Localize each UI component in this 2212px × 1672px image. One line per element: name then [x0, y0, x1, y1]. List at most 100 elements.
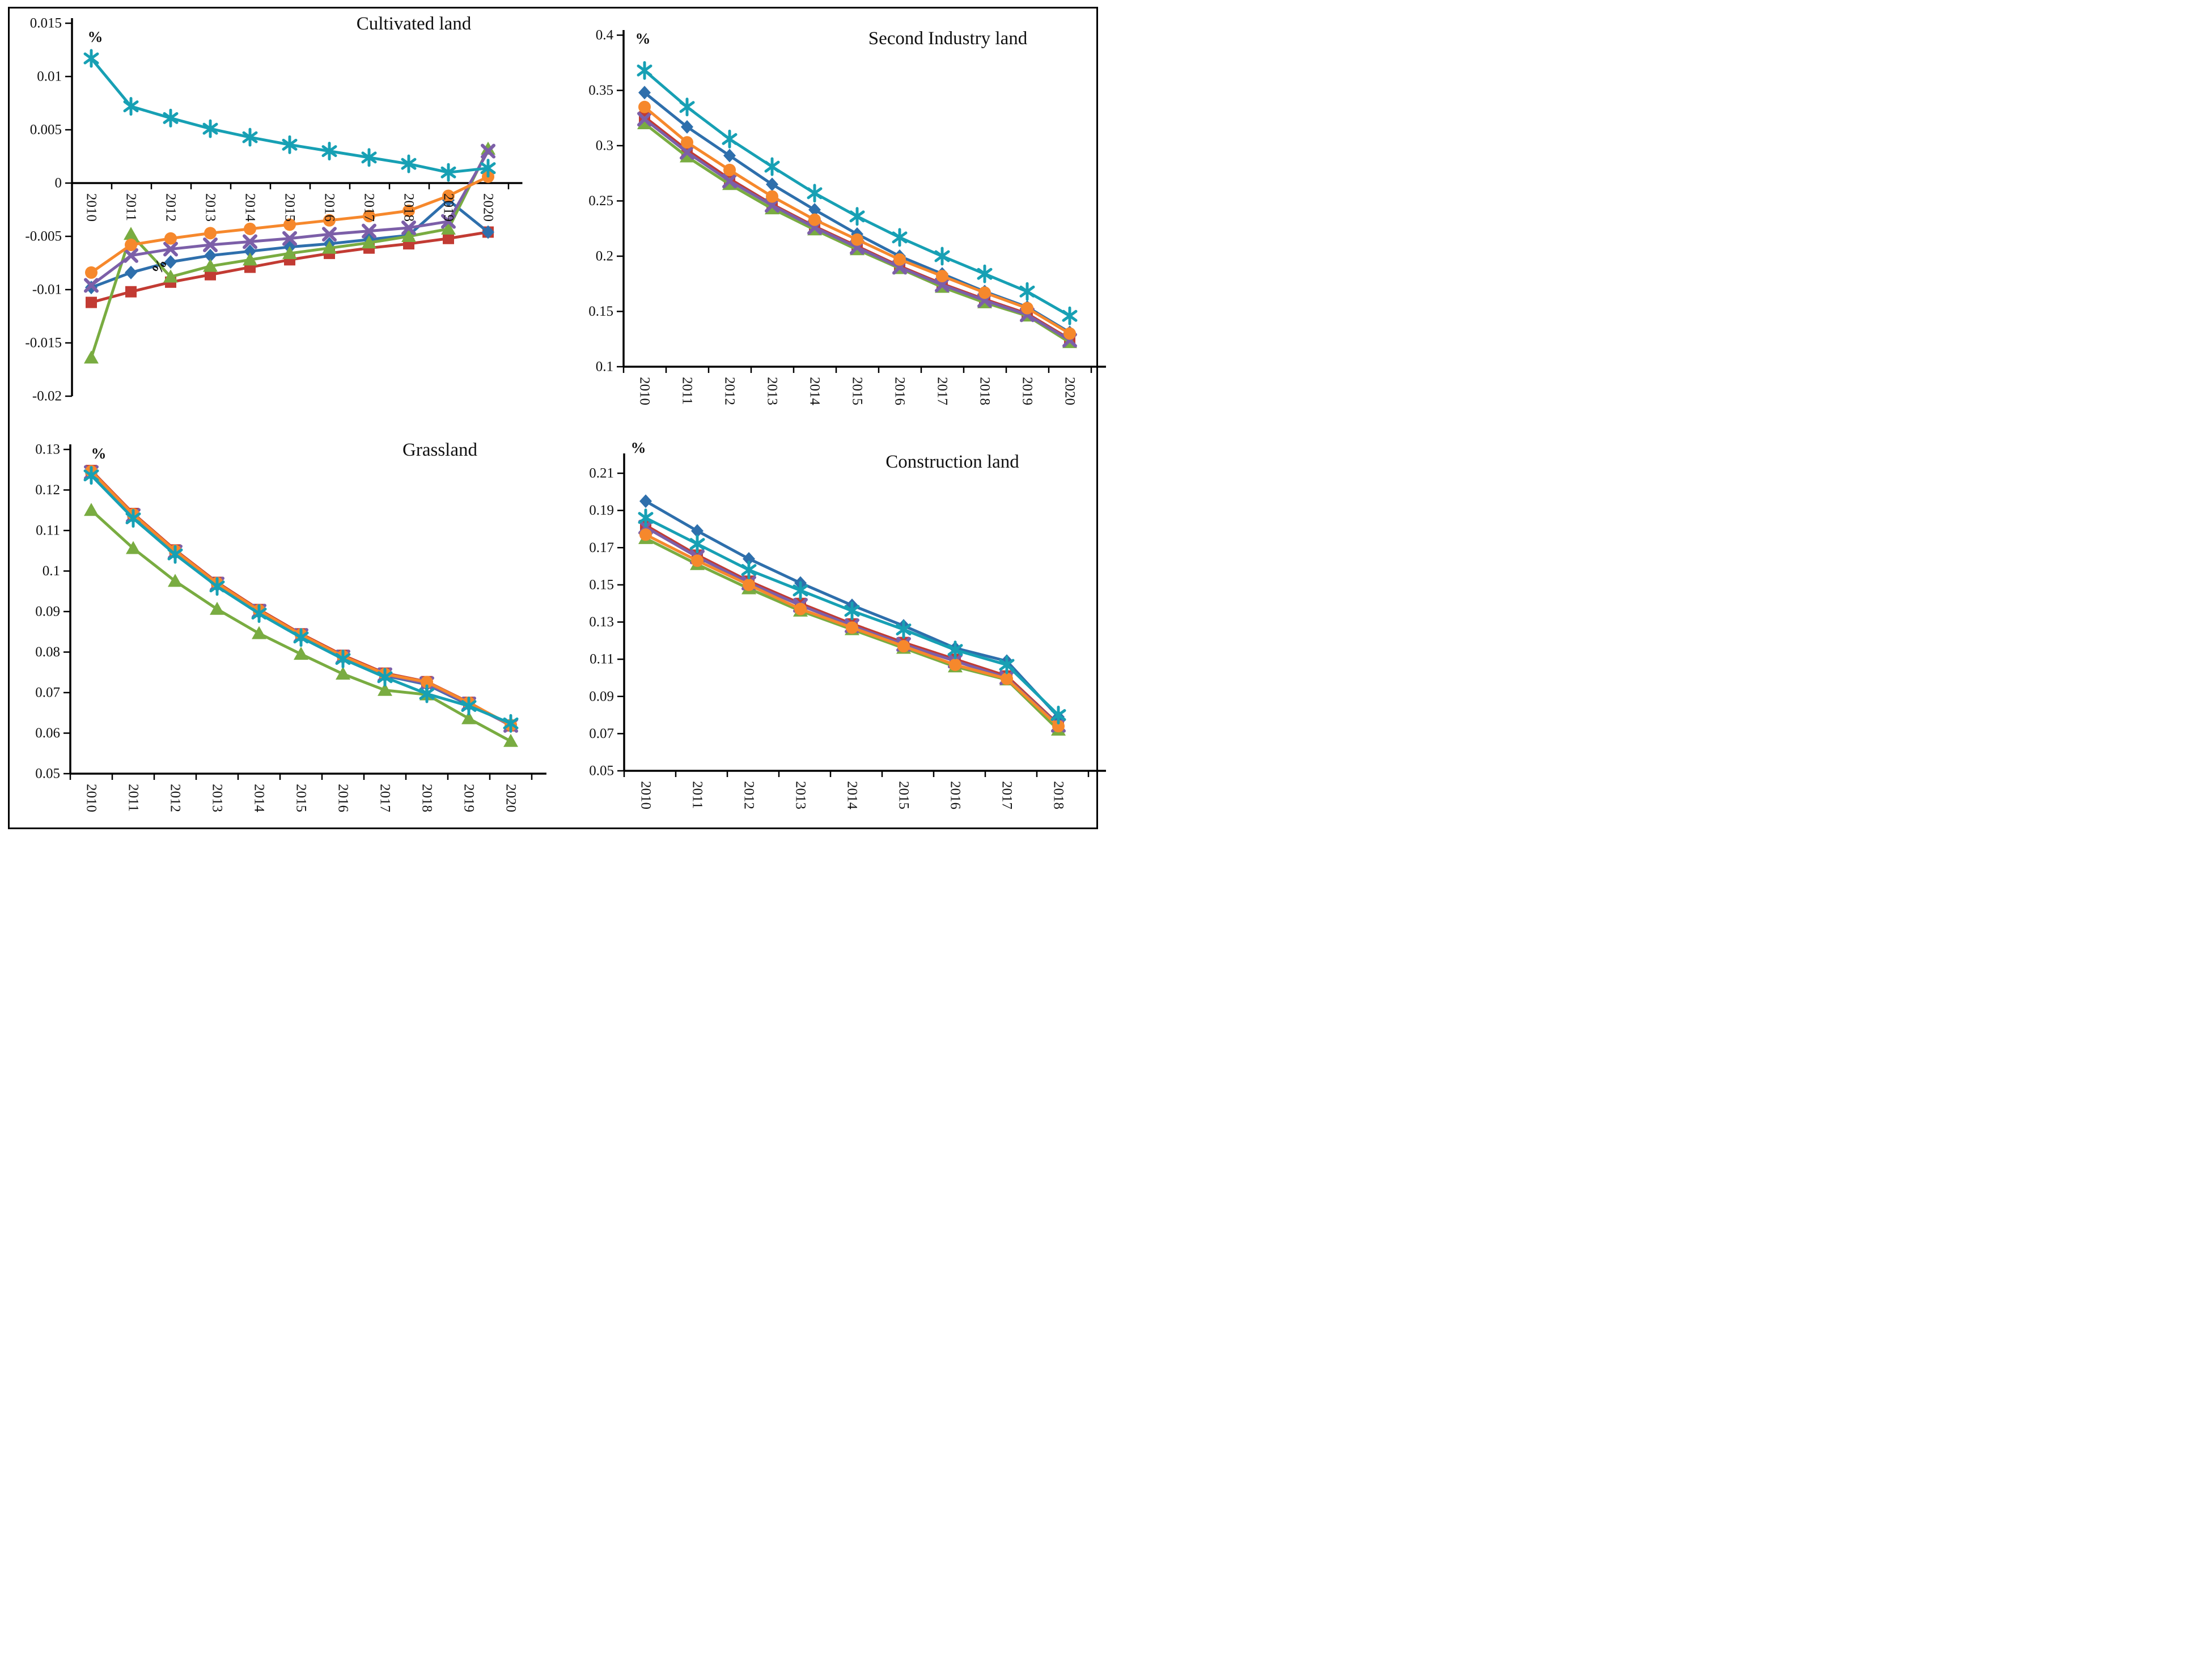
marker-circle [681, 136, 693, 149]
y-tick-label: -0.015 [25, 336, 62, 351]
marker-x [282, 231, 297, 246]
marker-asterisk [689, 534, 705, 554]
y-tick-label: 0.13 [35, 442, 60, 457]
y-tick-label: 0.2 [596, 249, 613, 264]
x-tick-label: 2016 [322, 193, 337, 222]
marker-circle [1052, 720, 1065, 733]
series-orange-circle [85, 465, 517, 732]
y-tick-label: 0.005 [30, 122, 62, 138]
marker-x [722, 173, 737, 189]
y-tick-label: 0.19 [589, 503, 614, 518]
marker-asterisk [480, 159, 496, 178]
x-tick-label: 2017 [999, 781, 1015, 809]
marker-triangle [126, 541, 141, 554]
marker-triangle [168, 574, 183, 587]
x-tick-label: 2015 [282, 193, 298, 222]
marker-circle [846, 621, 858, 634]
y-tick-label: 0.015 [30, 16, 62, 31]
marker-diamond [681, 120, 693, 134]
marker-asterisk [764, 157, 780, 176]
marker-x [765, 198, 779, 213]
marker-asterisk [335, 650, 351, 669]
x-tick-label: 2013 [793, 781, 808, 809]
marker-triangle [336, 667, 350, 680]
marker-diamond [639, 494, 652, 508]
marker-square [86, 296, 97, 308]
series-orange-circle [639, 528, 1065, 733]
marker-asterisk [638, 508, 654, 528]
series-green-triangle [84, 503, 518, 747]
construction-land-panel: 0.21 0.19 0.17 0.15 0.13 0.11 0.09 0.07 0.05 2010… [589, 439, 1107, 810]
marker-x [243, 234, 257, 249]
marker-asterisk [947, 640, 963, 660]
land-use-change-figure: 0.015 0.01 0.005 0 -0.005 -0.01 -0.015 -0.02 201… [0, 0, 1107, 836]
second-industry-land-x-labels: 2010 2011 2012 2013 2014 2015 2016 2017 2018 2019… [637, 377, 1078, 406]
x-tick-label: 2011 [680, 377, 695, 405]
y-tick-label: 0.21 [589, 466, 614, 481]
x-tick-label: 2020 [481, 193, 496, 222]
marker-x [935, 277, 950, 292]
marker-circle [978, 286, 991, 299]
marker-asterisk [163, 108, 179, 128]
marker-circle [323, 214, 336, 227]
series-orange-circle [85, 170, 494, 279]
unit-label: % [88, 28, 103, 45]
y-tick-label: 0.12 [35, 482, 60, 498]
marker-asterisk [999, 655, 1015, 674]
marker-circle [638, 100, 651, 113]
marker-diamond [638, 86, 651, 100]
marker-asterisk [125, 509, 141, 528]
series-purple-x [637, 112, 1077, 348]
y-tick-label: 0.1 [43, 563, 60, 579]
marker-triangle [680, 149, 694, 163]
marker-triangle [124, 227, 138, 240]
marker-x [124, 248, 138, 263]
x-tick-label: 2012 [168, 784, 183, 812]
x-tick-label: 2014 [252, 784, 267, 813]
marker-asterisk [461, 697, 477, 716]
x-tick-label: 2018 [401, 193, 417, 222]
y-tick-label: 0.15 [589, 577, 614, 592]
y-tick-label: 0.1 [596, 359, 613, 375]
marker-circle [794, 602, 807, 616]
series-teal-asterisk [83, 466, 519, 733]
x-tick-label: 2010 [84, 193, 99, 222]
marker-triangle [84, 503, 99, 516]
grassland-x-labels: 2010 2011 2012 2013 2014 2015 2016 2017 2018 2019… [84, 784, 519, 813]
marker-asterisk [167, 545, 183, 564]
marker-x [163, 241, 178, 257]
x-tick-label: 2011 [690, 781, 705, 809]
marker-triangle [441, 221, 456, 235]
marker-triangle [378, 682, 392, 696]
marker-asterisk [1050, 706, 1066, 725]
x-tick-label: 2017 [935, 377, 950, 405]
charts-canvas: 0.015 0.01 0.005 0 -0.005 -0.01 -0.015 -0.02 201… [25, 14, 1107, 813]
marker-asterisk [401, 154, 417, 173]
series-line-orange-circle [90, 470, 512, 727]
marker-circle [442, 189, 455, 202]
x-tick-label: 2010 [637, 377, 652, 405]
unit-label: % [631, 439, 646, 456]
marker-circle [851, 233, 863, 246]
marker-circle [244, 222, 256, 235]
marker-circle [808, 213, 821, 226]
y-tick-label: 0.05 [589, 763, 614, 779]
marker-circle [743, 578, 755, 591]
y-tick-label: 0.07 [589, 726, 614, 741]
marker-circle [936, 270, 948, 283]
unit-label: % [635, 30, 651, 47]
marker-square [443, 232, 454, 244]
cultivated-land-x-labels: 2010 2011 2012 2013 2014 2015 2016 2017 2018 2019… [84, 193, 496, 222]
marker-circle [85, 266, 98, 279]
marker-circle [125, 239, 137, 252]
marker-triangle [282, 246, 297, 260]
unit-label: % [91, 445, 107, 462]
x-tick-label: 2015 [294, 784, 309, 812]
marker-triangle [362, 235, 376, 249]
x-tick-label: 2019 [441, 193, 456, 222]
marker-circle [421, 676, 433, 689]
marker-diamond [743, 551, 755, 566]
marker-x [481, 143, 495, 159]
series-orange-circle [638, 100, 1076, 340]
marker-asterisk [440, 163, 456, 182]
